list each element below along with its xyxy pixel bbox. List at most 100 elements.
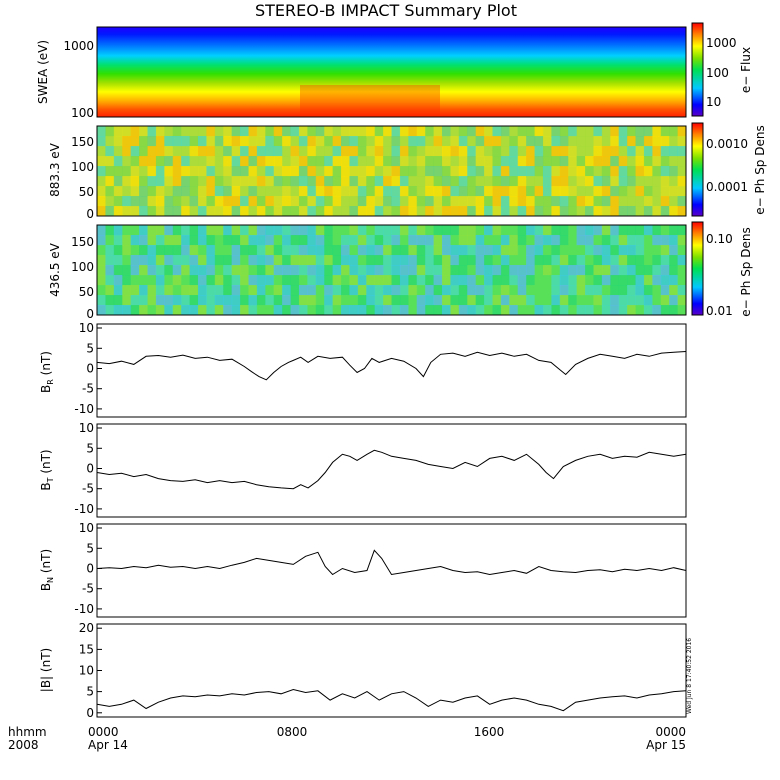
heatmap-cell [627,166,637,177]
heatmap-cell [231,305,241,316]
heatmap-cell [416,265,426,276]
heatmap-cell [315,126,325,137]
heatmap-cell [492,255,502,266]
heatmap-cell [366,295,376,306]
heatmap-cell [374,176,384,187]
heatmap-cell [408,156,418,167]
heatmap-cell [416,176,426,187]
heatmap-cell [416,156,426,167]
heatmap-cell [484,156,493,167]
heatmap-cell [408,285,418,296]
pad-436-colorbar [691,221,704,316]
heatmap-cell [315,136,325,147]
heatmap-cell [517,176,527,187]
heatmap-cell [223,126,233,137]
heatmap-cell [601,156,611,167]
heatmap-cell [610,146,620,157]
heatmap-cell [669,196,679,207]
bn-frame [96,523,687,618]
heatmap-cell [349,156,359,167]
heatmap-cell [450,245,460,256]
heatmap-cell [332,295,342,306]
heatmap-cell [627,136,637,147]
heatmap-cell [559,275,569,286]
heatmap-cell [568,275,578,286]
pad-883-cbar-tick-a: 0.0010 [706,137,748,151]
heatmap-cell [324,186,334,197]
heatmap-cell [568,136,578,147]
ytick-label: -10 [74,402,94,416]
heatmap-cell [441,186,451,197]
heatmap-cell [610,126,620,137]
heatmap-cell [433,126,443,137]
heatmap-cell [643,196,653,207]
heatmap-cell [433,285,443,296]
heatmap-cell [105,196,115,207]
heatmap-cell [332,235,342,246]
heatmap-cell [576,255,586,266]
heatmap-cell [441,285,451,296]
heatmap-cell [450,305,460,316]
heatmap-cell [391,265,401,276]
heatmap-cell [298,305,308,316]
heatmap-cell [551,186,561,197]
heatmap-cell [357,196,367,207]
swea-ytick-100: 100 [71,106,94,120]
heatmap-cell [585,166,594,177]
heatmap-cell [214,176,224,187]
pad-436-cbar-tick-b: 0.01 [706,304,733,318]
heatmap-cell [290,275,300,286]
heatmap-cell [475,196,485,207]
heatmap-cell [391,136,401,147]
heatmap-cell [383,136,392,147]
heatmap-cell [189,255,199,266]
bmag-series-line [96,688,687,712]
heatmap-cell [181,255,191,266]
heatmap-cell [475,136,485,147]
heatmap-cell [408,206,418,217]
heatmap-cell [256,126,266,137]
heatmap-cell [391,156,401,167]
heatmap-cell [214,186,224,197]
heatmap-cell [223,245,233,256]
heatmap-cell [223,176,233,187]
heatmap-cell [240,245,249,256]
heatmap-cell [130,275,140,286]
heatmap-cell [290,295,300,306]
heatmap-cell [341,206,350,217]
heatmap-cell [206,305,216,316]
heatmap-cell [181,305,191,316]
heatmap-cell [585,176,594,187]
heatmap-cell [164,305,174,316]
heatmap-cell [467,305,477,316]
heatmap-cell [273,136,283,147]
heatmap-cell [399,255,409,266]
heatmap-cell [214,265,224,276]
heatmap-cell [593,186,603,197]
heatmap-cell [97,235,106,246]
heatmap-cell [500,225,510,236]
heatmap-cell [643,285,653,296]
ytick-label: -10 [74,502,94,516]
heatmap-cell [601,265,611,276]
xtick-0000-start: 0000 [88,725,119,739]
heatmap-cell [627,235,637,246]
heatmap-cell [130,136,140,147]
heatmap-cell [332,166,342,177]
heatmap-cell [214,225,224,236]
heatmap-cell [349,186,359,197]
heatmap-cell [341,196,350,207]
heatmap-cell [223,146,233,157]
heatmap-cell [248,146,258,157]
heatmap-cell [391,245,401,256]
heatmap-cell [307,146,317,157]
heatmap-cell [627,305,637,316]
heatmap-cell [223,156,233,167]
heatmap-cell [484,126,493,137]
plot-title: STEREO-B IMPACT Summary Plot [255,1,517,20]
heatmap-cell [450,156,460,167]
heatmap-cell [517,255,527,266]
heatmap-cell [601,225,611,236]
heatmap-cell [189,146,199,157]
heatmap-cell [475,245,485,256]
